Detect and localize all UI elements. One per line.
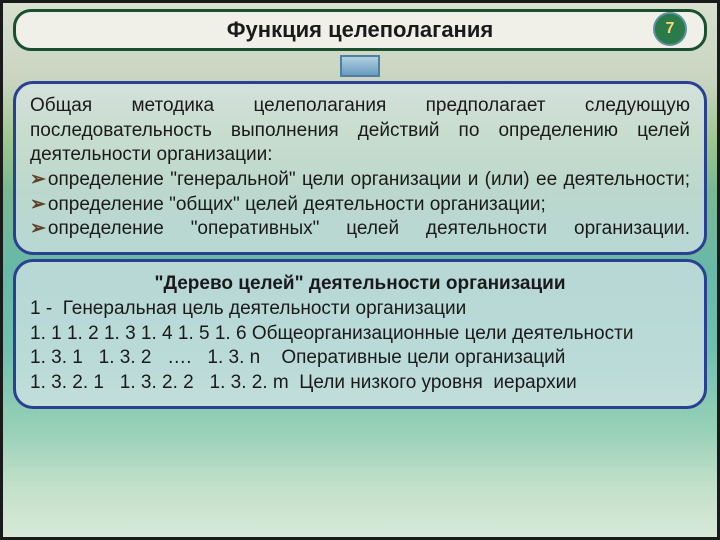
tree-title: "Дерево целей" деятельности организации <box>30 272 690 297</box>
bullet-icon: ➢ <box>30 194 46 215</box>
bullet-item: ➢определение "общих" целей деятельности … <box>30 193 690 218</box>
tree-line: 1. 3. 2. 1 1. 3. 2. 2 1. 3. 2. m Цели ни… <box>30 371 690 396</box>
page-number-badge: 7 <box>653 12 687 46</box>
bullet-icon: ➢ <box>30 169 46 190</box>
tree-box: "Дерево целей" деятельности организации … <box>13 259 707 408</box>
bullet-text: определение "генеральной" цели организац… <box>48 169 690 190</box>
header: Функция целеполагания 7 <box>13 9 707 51</box>
slide-title: Функция целеполагания <box>13 9 707 51</box>
intro-text: Общая методика целеполагания предполагае… <box>30 95 690 165</box>
tree-line: 1. 1 1. 2 1. 3 1. 4 1. 5 1. 6 Общеоргани… <box>30 322 690 347</box>
connector-arrow <box>340 55 380 77</box>
bullet-text: определение "оперативных" целей деятельн… <box>48 218 690 239</box>
slide: Функция целеполагания 7 Общая методика ц… <box>0 0 720 540</box>
tree-line: 1 - Генеральная цель деятельности органи… <box>30 297 690 322</box>
bullet-item: ➢определение "оперативных" целей деятель… <box>30 217 690 242</box>
tree-line: 1. 3. 1 1. 3. 2 …. 1. 3. n Оперативные ц… <box>30 346 690 371</box>
bullet-icon: ➢ <box>30 218 46 239</box>
bullet-text: определение "общих" целей деятельности о… <box>48 194 546 215</box>
bullet-item: ➢определение "генеральной" цели организа… <box>30 168 690 193</box>
methodology-box: Общая методика целеполагания предполагае… <box>13 81 707 255</box>
